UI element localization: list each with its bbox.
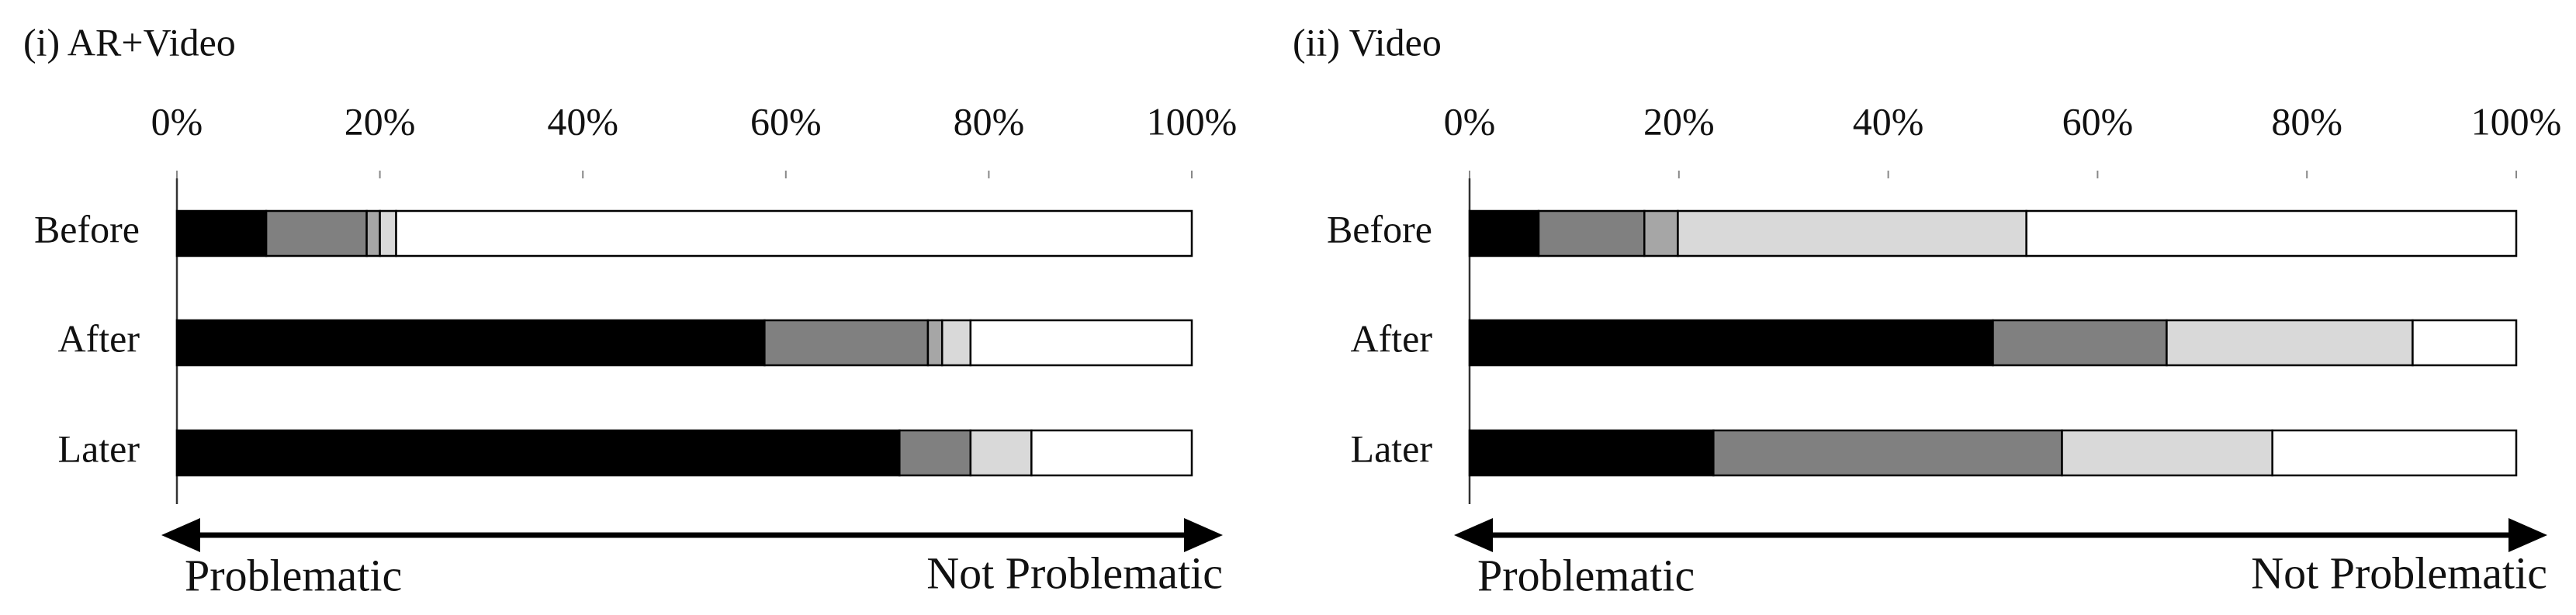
bar-segment	[1537, 209, 1646, 257]
bar-segment	[175, 319, 766, 367]
bar-segment	[926, 319, 943, 367]
arrow-head	[1184, 518, 1223, 552]
x-tick-label: 0%	[151, 99, 203, 143]
arrow-head	[161, 518, 200, 552]
bar-segment	[969, 429, 1033, 477]
bar-segment	[2025, 209, 2518, 257]
arrow-head	[2508, 518, 2547, 552]
x-tick-label: 100%	[1147, 99, 1238, 143]
bar-segment	[1468, 209, 1540, 257]
bar-segment	[395, 209, 1193, 257]
bar-segment	[379, 209, 397, 257]
annotation: Problematic	[1477, 550, 1695, 600]
x-tick-label: 20%	[345, 99, 416, 143]
category-label: Later	[1351, 427, 1433, 470]
arrow-head	[1454, 518, 1493, 552]
bar-segment	[365, 209, 381, 257]
bar-segment	[2061, 429, 2273, 477]
bar-segment	[1643, 209, 1679, 257]
bar-segment	[1030, 429, 1193, 477]
x-tick-label: 80%	[954, 99, 1025, 143]
x-tick-label: 0%	[1444, 99, 1496, 143]
bar-segment	[1677, 209, 2027, 257]
bar-segment	[2166, 319, 2414, 367]
annotation: Problematic	[185, 550, 402, 600]
x-tick-label: 60%	[2062, 99, 2134, 143]
bar-segment	[2271, 429, 2518, 477]
annotation: Not Problematic	[2251, 548, 2547, 598]
chart-title: (i) AR+Video	[23, 20, 236, 64]
category-label: After	[58, 316, 140, 360]
x-tick-label: 20%	[1643, 99, 1715, 143]
x-tick-label: 60%	[750, 99, 822, 143]
bar-segment	[175, 209, 268, 257]
x-tick-label: 40%	[1853, 99, 1924, 143]
bar-segment	[969, 319, 1193, 367]
bar-segment	[1992, 319, 2168, 367]
bar-segment	[763, 319, 930, 367]
bar-segment	[1468, 319, 1994, 367]
bar-segment	[1468, 429, 1715, 477]
bar-segment	[898, 429, 972, 477]
x-tick-label: 80%	[2271, 99, 2342, 143]
bar-segment	[2412, 319, 2518, 367]
bar-segment	[265, 209, 368, 257]
x-tick-label: 40%	[547, 99, 618, 143]
bar-segment	[175, 429, 901, 477]
bar-segment	[1712, 429, 2063, 477]
chart-title: (ii) Video	[1293, 20, 1442, 64]
x-tick-label: 100%	[2471, 99, 2562, 143]
category-label: Before	[1327, 207, 1432, 250]
annotation: Not Problematic	[926, 548, 1223, 598]
bar-segment	[940, 319, 972, 367]
category-label: Before	[34, 207, 140, 250]
category-label: Later	[58, 427, 140, 470]
category-label: After	[1351, 316, 1433, 360]
